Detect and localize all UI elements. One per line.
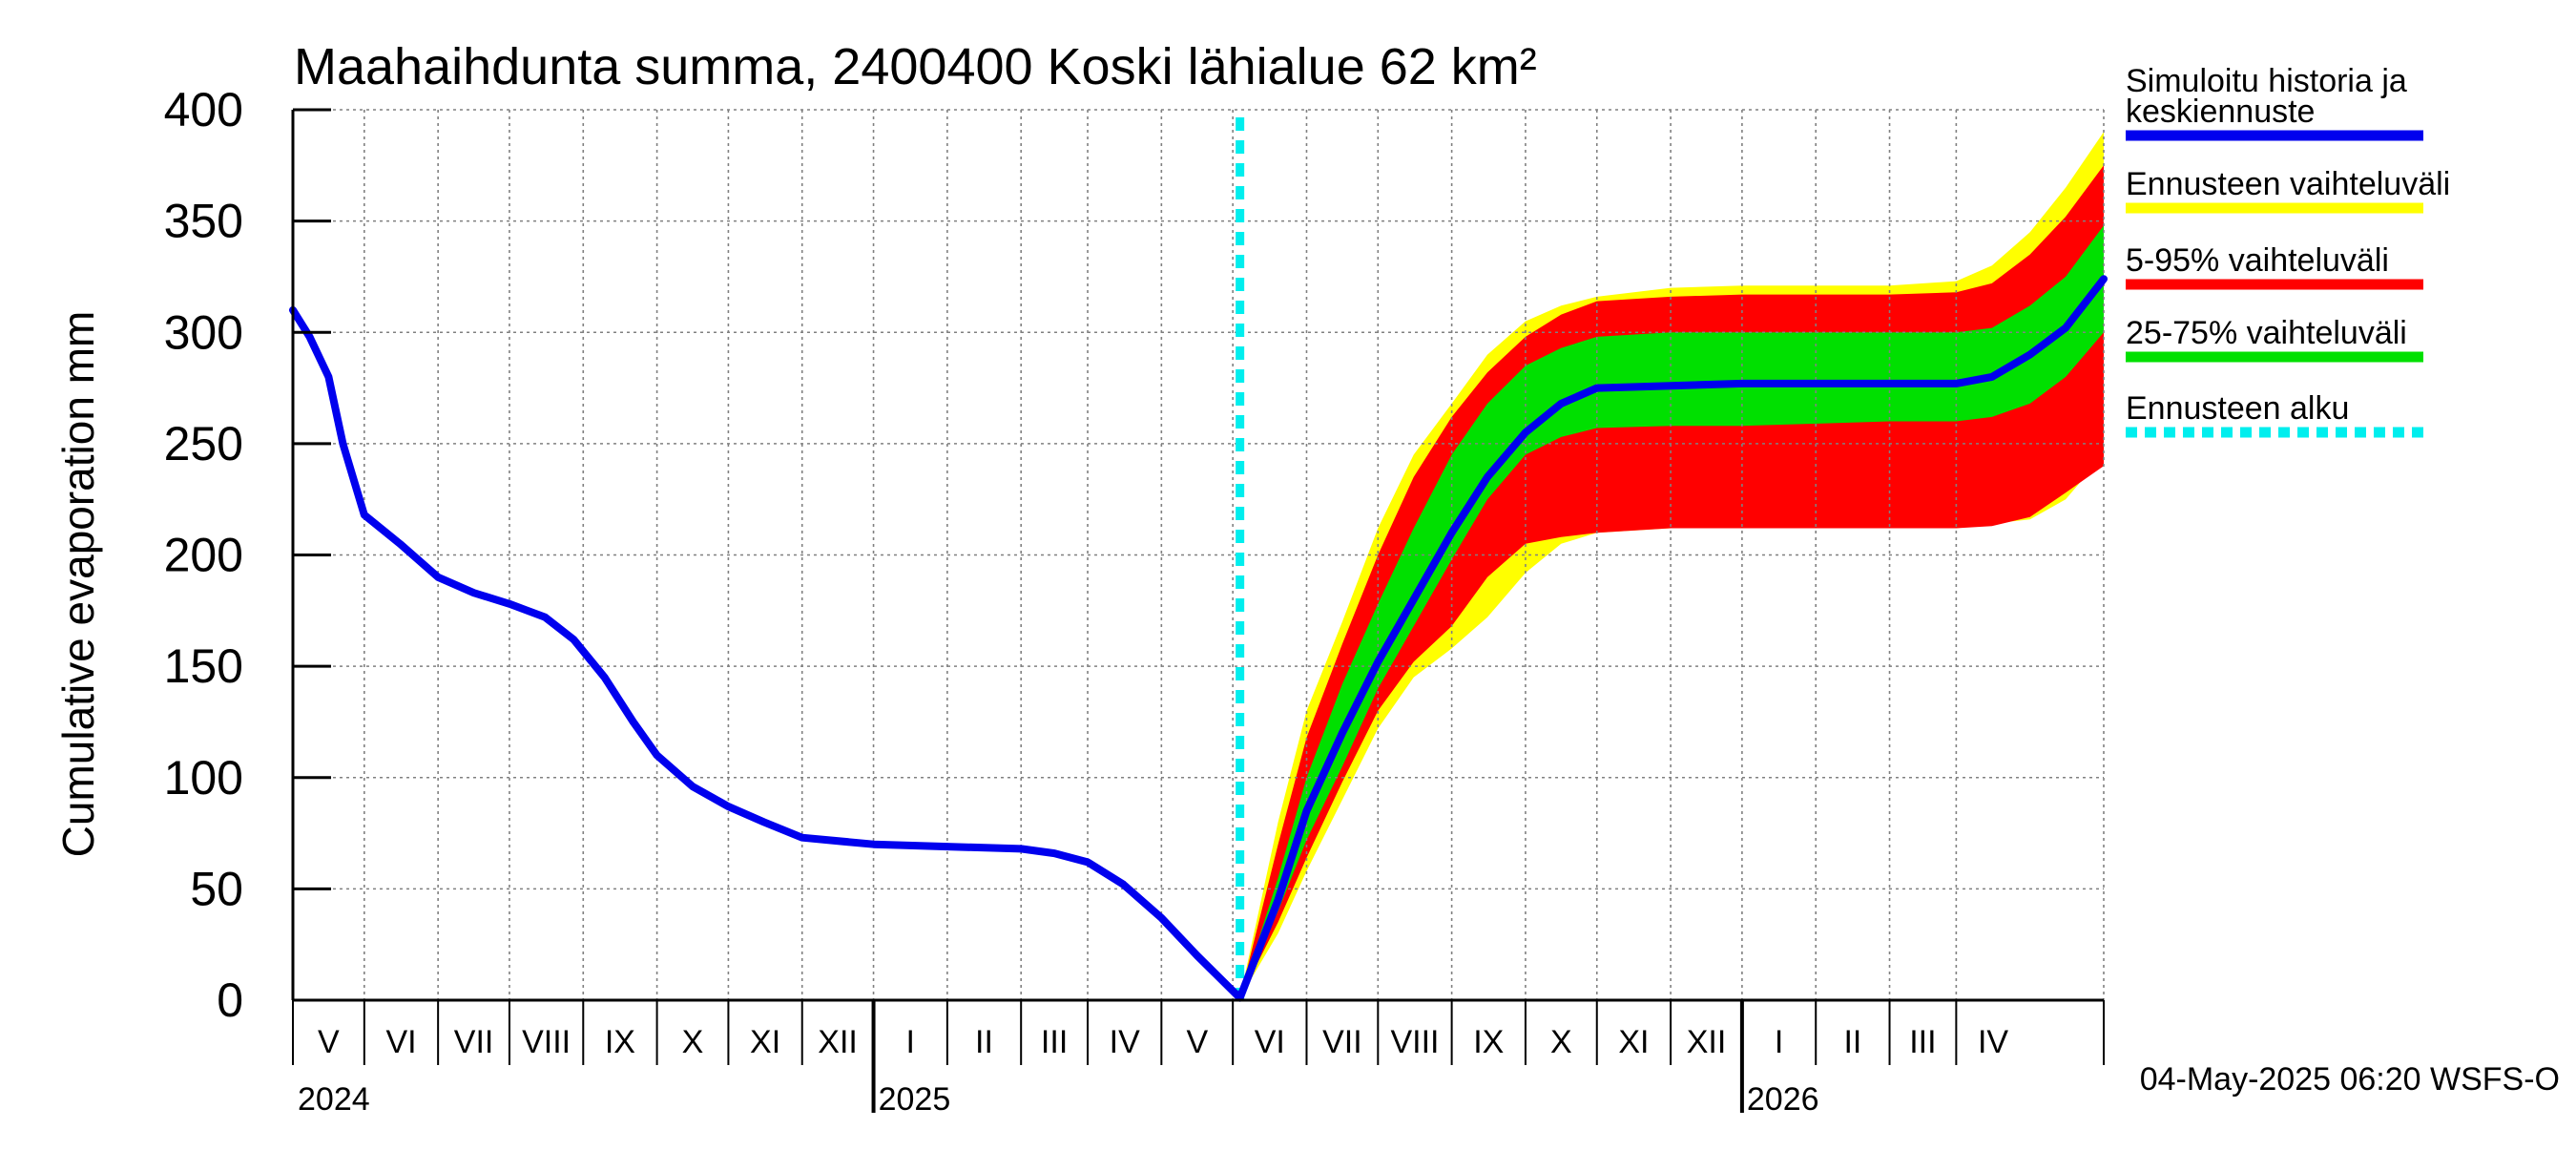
x-tick-label: IX: [605, 1024, 635, 1060]
year-label: 2025: [879, 1081, 951, 1118]
x-tick-label: VII: [1322, 1024, 1362, 1060]
x-tick-label: II: [975, 1024, 993, 1060]
x-tick-label: IV: [1978, 1024, 2008, 1060]
legend-label: Ennusteen alku: [2126, 390, 2349, 427]
x-tick-label: IV: [1110, 1024, 1140, 1060]
x-tick-label: VII: [454, 1024, 494, 1060]
timestamp-label: 04-May-2025 06:20 WSFS-O: [2140, 1061, 2560, 1098]
x-tick-label: III: [1041, 1024, 1068, 1060]
y-tick-label: 200: [164, 529, 243, 582]
x-tick-label: V: [1186, 1024, 1208, 1060]
x-tick-label: I: [1775, 1024, 1783, 1060]
y-tick-label: 250: [164, 417, 243, 470]
x-tick-label: X: [1550, 1024, 1572, 1060]
legend-label: 25-75% vaihteluväli: [2126, 315, 2407, 351]
legend-label: keskiennuste: [2126, 94, 2315, 130]
band-forecast_range: [1239, 132, 2104, 998]
legend-label: Ennusteen vaihteluväli: [2126, 166, 2450, 202]
x-tick-label: III: [1909, 1024, 1936, 1060]
y-tick-label: 300: [164, 305, 243, 359]
history-mean-line: [289, 275, 2108, 1002]
x-tick-label: X: [682, 1024, 704, 1060]
x-tick-label: VI: [1255, 1024, 1285, 1060]
y-tick-label: 350: [164, 195, 243, 248]
legend-label: 5-95% vaihteluväli: [2126, 242, 2389, 279]
x-tick-label: I: [905, 1024, 914, 1060]
year-label: 2024: [298, 1081, 370, 1118]
x-tick-label: VIII: [1390, 1024, 1439, 1060]
chart-title: Maahaihdunta summa, 2400400 Koski lähial…: [294, 38, 1537, 95]
x-tick-label: XI: [750, 1024, 780, 1060]
y-tick-label: 400: [164, 83, 243, 136]
x-tick-label: XII: [1687, 1024, 1727, 1060]
band-p25_75: [1239, 225, 2104, 998]
y-tick-label: 150: [164, 639, 243, 693]
x-tick-label: IX: [1473, 1024, 1504, 1060]
x-tick-label: VI: [385, 1024, 416, 1060]
x-tick-label: II: [1843, 1024, 1861, 1060]
x-tick-label: XII: [818, 1024, 858, 1060]
y-tick-label: 100: [164, 751, 243, 805]
y-axis-label: Cumulative evaporation mm: [53, 311, 103, 858]
y-tick-label: 50: [190, 862, 243, 915]
x-tick-label: XI: [1618, 1024, 1649, 1060]
year-label: 2026: [1747, 1081, 1819, 1118]
y-tick-label: 0: [217, 973, 243, 1027]
x-tick-label: VIII: [522, 1024, 571, 1060]
x-tick-label: V: [318, 1024, 340, 1060]
legend-label: Simuloitu historia ja: [2126, 63, 2407, 99]
